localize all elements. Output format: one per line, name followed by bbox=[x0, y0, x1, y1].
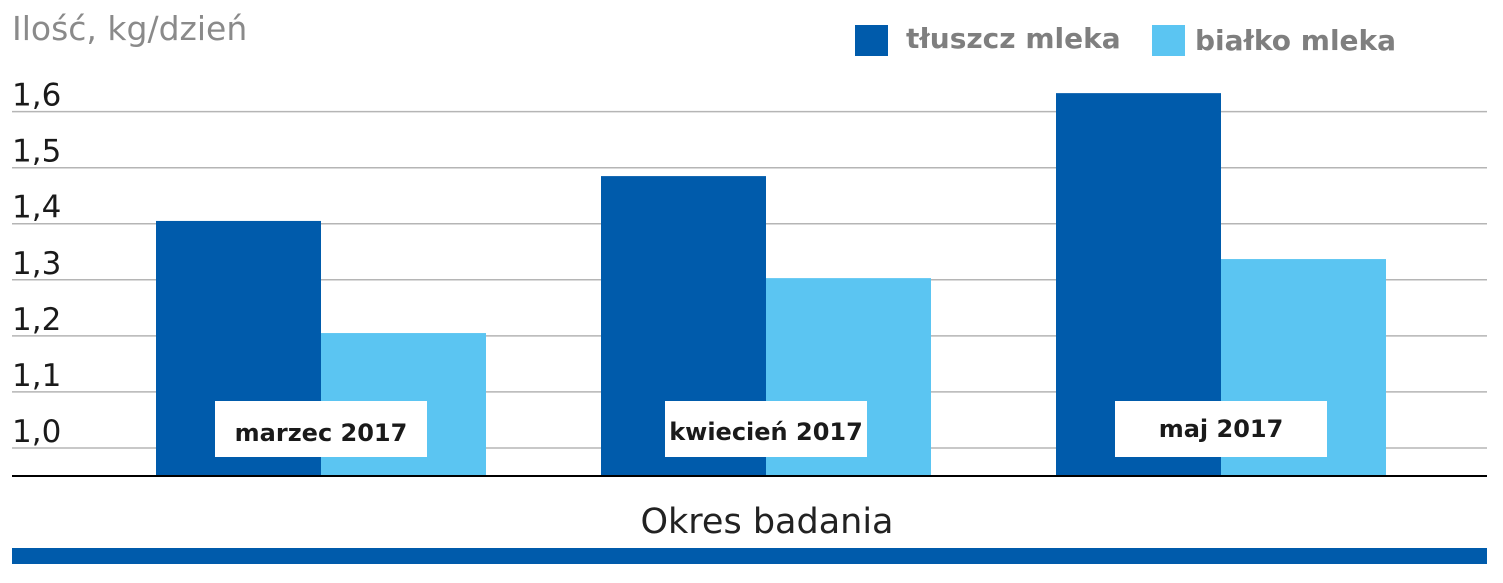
y-axis-title: Ilość, kg/dzień bbox=[12, 9, 247, 48]
legend-label-bialko: białko mleka bbox=[1195, 24, 1396, 57]
y-tick-labels: 1,0 1,1 1,2 1,3 1,4 1,5 1,6 bbox=[12, 78, 61, 450]
category-label: maj 2017 bbox=[1159, 415, 1284, 443]
y-tick-label: 1,1 bbox=[12, 358, 61, 394]
y-tick-label: 1,5 bbox=[12, 134, 61, 170]
y-tick-label: 1,3 bbox=[12, 246, 61, 282]
category-label-box bbox=[215, 401, 427, 457]
category-label: marzec 2017 bbox=[235, 419, 408, 447]
y-tick-label: 1,2 bbox=[12, 302, 61, 338]
legend-swatch-bialko bbox=[1152, 25, 1185, 56]
legend: tłuszcz mleka białko mleka bbox=[855, 22, 1396, 57]
category-label-box bbox=[665, 401, 867, 457]
category-labels: marzec 2017 kwiecień 2017 maj 2017 bbox=[215, 401, 1327, 457]
legend-label-tluszcz: tłuszcz mleka bbox=[906, 22, 1121, 55]
category-label-box bbox=[1115, 401, 1327, 457]
bottom-band bbox=[12, 548, 1487, 564]
legend-swatch-tluszcz bbox=[855, 25, 888, 56]
y-tick-label: 1,4 bbox=[12, 190, 61, 226]
y-tick-label: 1,6 bbox=[12, 78, 61, 114]
y-tick-label: 1,0 bbox=[12, 414, 61, 450]
x-axis-title: Okres badania bbox=[640, 502, 893, 542]
category-label: kwiecień 2017 bbox=[669, 418, 863, 446]
